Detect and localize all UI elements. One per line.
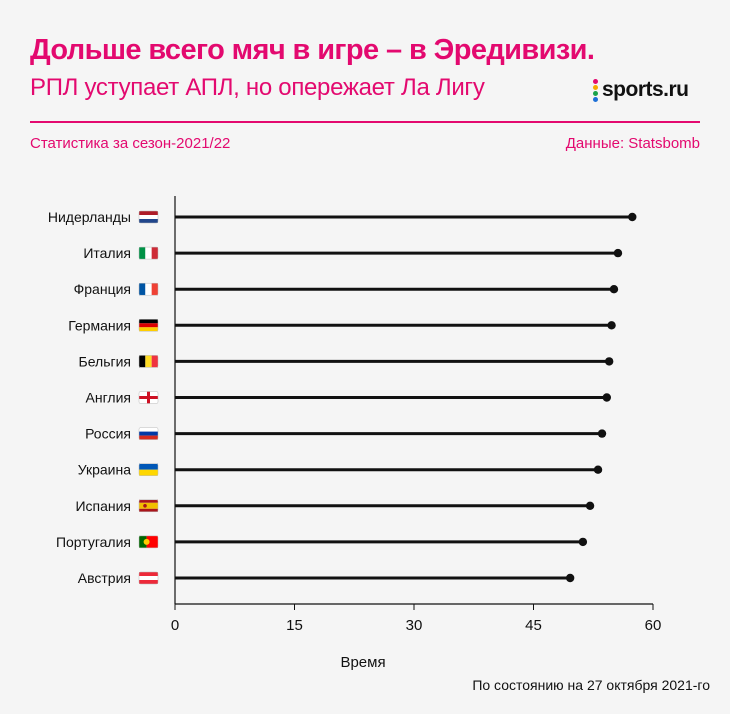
chart-row: Украина — [78, 462, 603, 478]
x-tick-label: 15 — [286, 617, 303, 634]
chart-row: Испания — [75, 498, 595, 514]
bar-end-point — [593, 465, 603, 474]
source-label: Данные: Statsbomb — [565, 135, 700, 152]
x-tick-label: 0 — [171, 617, 179, 634]
belgium-flag-icon — [138, 355, 159, 368]
season-label: Статистика за сезон-2021/22 — [30, 135, 231, 152]
chart-rows: Нидерланды Италия Франция Германия Бельгия Ан… — [48, 209, 637, 586]
header-divider — [30, 121, 700, 123]
x-axis-label: Время — [340, 654, 385, 671]
bar-end-point — [604, 357, 614, 366]
category-label: Италия — [83, 245, 131, 261]
england-flag-icon — [138, 391, 159, 404]
bar-end-point — [597, 429, 607, 438]
chart-row: Нидерланды — [48, 209, 637, 225]
ukraine-flag-icon — [138, 463, 159, 476]
germany-flag-icon — [138, 319, 159, 332]
logo-text: sports.ru — [602, 78, 689, 101]
chart-row: Россия — [85, 426, 607, 442]
portugal-flag-icon — [138, 535, 159, 549]
footnote: По состоянию на 27 октября 2021-го — [472, 677, 710, 693]
chart-row: Бельгия — [79, 353, 614, 369]
bar-end-point — [613, 248, 623, 258]
category-label: Бельгия — [79, 353, 131, 369]
chart-row: Франция — [74, 281, 619, 297]
bar-end-point — [578, 537, 588, 547]
bar-end-point — [628, 212, 637, 222]
category-label: Нидерланды — [48, 209, 131, 225]
austria-flag-icon — [138, 571, 159, 585]
category-label: Германия — [68, 317, 131, 333]
bar-end-point — [585, 501, 595, 510]
x-tick-label: 45 — [525, 617, 542, 634]
chart-row: Германия — [68, 317, 616, 333]
chart-row: Англия — [86, 390, 611, 406]
category-label: Австрия — [78, 570, 131, 586]
bar-end-point — [565, 573, 575, 583]
sports-ru-logo: sports.ru — [593, 78, 689, 102]
x-axis-ticks: 0 15 30 45 60 — [171, 604, 662, 634]
russia-flag-icon — [138, 427, 159, 440]
category-label: Испания — [75, 498, 131, 514]
category-label: Франция — [74, 281, 131, 297]
x-tick-label: 60 — [645, 617, 662, 634]
category-label: Украина — [78, 462, 132, 478]
x-tick-label: 30 — [406, 617, 423, 634]
logo-dots-icon — [593, 79, 599, 102]
category-label: Португалия — [56, 534, 131, 550]
bar-end-point — [602, 393, 611, 402]
chart-subtitle: РПЛ уступает АПЛ, но опережает Ла Лигу — [30, 74, 485, 101]
bar-end-point — [607, 321, 616, 330]
chart-row: Австрия — [78, 570, 575, 586]
netherlands-flag-icon — [138, 210, 159, 224]
france-flag-icon — [138, 282, 159, 296]
category-label: Англия — [86, 390, 131, 406]
italy-flag-icon — [138, 246, 159, 260]
chart-title: Дольше всего мяч в игре – в Эредивизи. — [30, 34, 595, 66]
bar-end-point — [609, 285, 619, 294]
spain-flag-icon — [138, 499, 159, 513]
chart-row: Португалия — [56, 534, 588, 550]
chart-row: Италия — [83, 245, 623, 261]
category-label: Россия — [85, 426, 131, 442]
